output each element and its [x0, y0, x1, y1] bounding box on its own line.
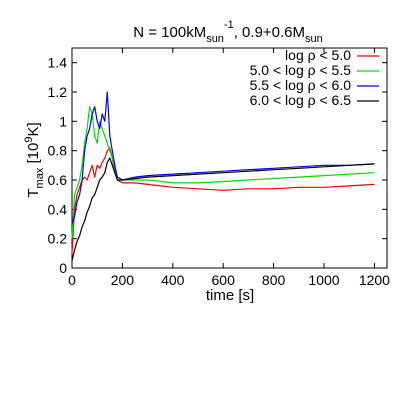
series-line-2: [71, 106, 375, 239]
legend-label: 5.5 < log ρ < 6.0: [250, 77, 352, 93]
y-tick-label: 0: [59, 260, 67, 276]
series-line-4: [71, 157, 375, 261]
y-tick-label: 0.8: [48, 143, 68, 159]
legend: log ρ < 5.05.0 < log ρ < 5.55.5 < log ρ …: [250, 47, 379, 108]
y-axis-title: Tmax [109K]: [23, 122, 46, 197]
y-tick-label: 1: [59, 113, 67, 129]
x-tick-label: 600: [212, 272, 236, 288]
legend-label: 6.0 < log ρ < 6.5: [250, 92, 352, 108]
x-tick-label: 1200: [359, 272, 390, 288]
y-tick-label: 0.6: [48, 172, 68, 188]
x-axis-title: time [s]: [206, 287, 254, 304]
y-tick-label: 1.2: [48, 84, 68, 100]
legend-label: log ρ < 5.0: [285, 47, 351, 63]
series-line-3: [71, 91, 375, 225]
x-tick-label: 200: [111, 272, 135, 288]
x-tick-label: 1000: [308, 272, 339, 288]
chart-title: N = 100kMsun-1, 0.9+0.6Msun: [133, 19, 323, 45]
x-tick-label: 0: [68, 272, 76, 288]
y-tick-label: 1.4: [48, 55, 68, 71]
series-line-1: [71, 147, 375, 254]
x-tick-label: 400: [161, 272, 185, 288]
x-tick-label: 800: [262, 272, 286, 288]
legend-label: 5.0 < log ρ < 5.5: [250, 62, 352, 78]
plot-frame: [71, 47, 388, 269]
y-tick-label: 0.4: [48, 201, 68, 217]
series-lines: [71, 91, 375, 261]
y-tick-label: 0.2: [48, 231, 68, 247]
axis-ticks: 0 200 400 600 800 1000 1200 0 0.2 0.4 0.6 0.8 1 1.2 1.…: [48, 48, 390, 288]
